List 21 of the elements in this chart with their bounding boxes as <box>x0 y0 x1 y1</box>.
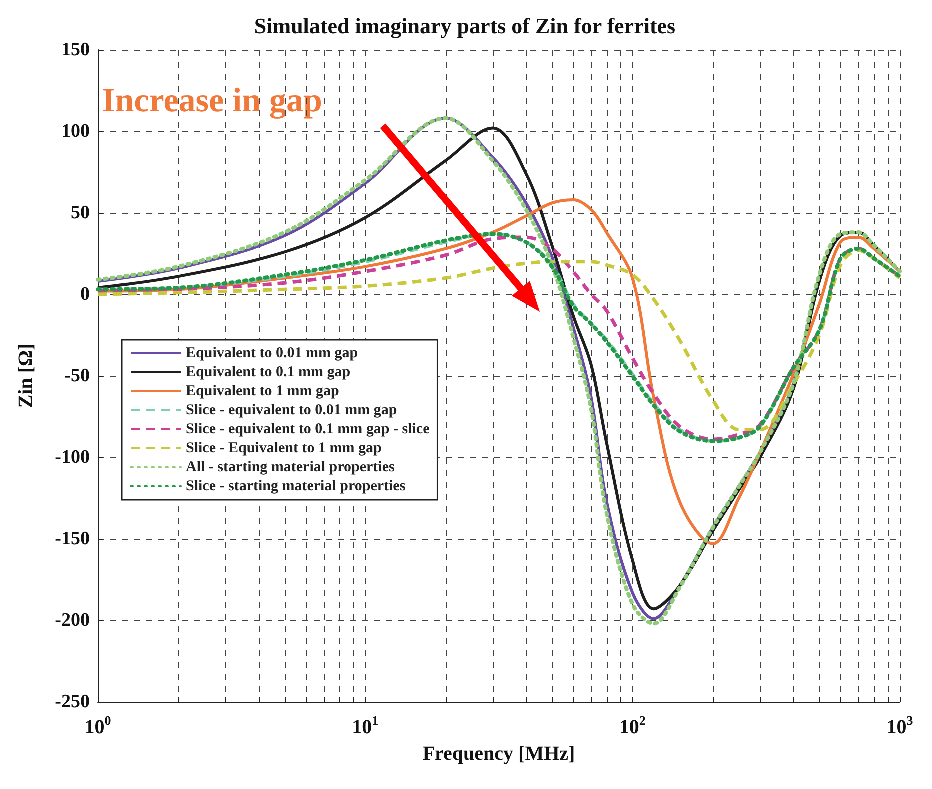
x-axis-title: Frequency [MHz] <box>422 743 576 765</box>
y-tick-label: 0 <box>80 284 90 305</box>
y-tick-label: 100 <box>62 121 90 142</box>
y-tick-label: -150 <box>55 528 90 550</box>
legend-label: Slice - Equivalent to 1 mm gap <box>186 440 382 456</box>
y-tick-label: -50 <box>64 366 90 386</box>
legend-label: Equivalent to 0.1 mm gap <box>186 364 351 380</box>
y-tick-label: -250 <box>55 692 90 712</box>
legend-label: Equivalent to 1 mm gap <box>186 384 340 400</box>
legend-label: Equivalent to 0.01 mm gap <box>186 346 358 362</box>
y-tick-label: 50 <box>71 202 90 224</box>
annotation: Increase in gap <box>102 82 322 120</box>
y-tick-label: -200 <box>55 610 90 631</box>
y-tick-label: -100 <box>55 447 90 468</box>
chart-title: Simulated imaginary parts of Zin for ferrites <box>254 14 676 38</box>
legend-label: Slice - starting material properties <box>186 478 406 494</box>
legend-label: Slice - equivalent to 0.01 mm gap <box>186 402 398 418</box>
y-tick-label: 150 <box>62 40 90 60</box>
legend-label: All - starting material properties <box>186 460 396 476</box>
y-axis-title: Zin [Ω] <box>15 344 37 408</box>
legend-label: Slice - equivalent to 0.1 mm gap - slice <box>186 422 430 438</box>
